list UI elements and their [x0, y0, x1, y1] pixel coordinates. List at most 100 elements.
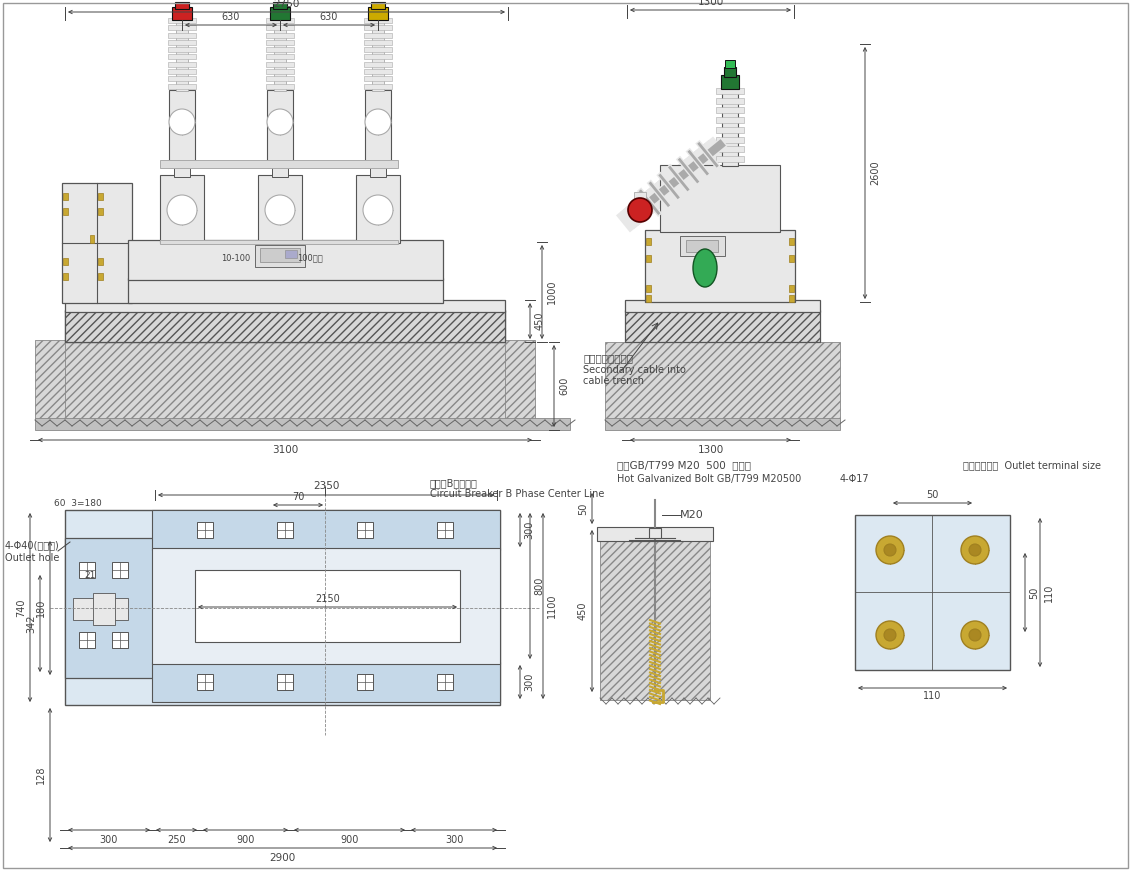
Bar [175, 2, 189, 9]
Bar [258, 175, 302, 243]
Text: 螺栓GB/T799 M20  500  热镀锌: 螺栓GB/T799 M20 500 热镀锌 [618, 460, 751, 470]
Bar [64, 310, 506, 342]
Bar [128, 240, 443, 280]
Bar [671, 157, 701, 188]
Bar [271, 165, 288, 177]
Bar [629, 192, 659, 222]
Circle shape [969, 629, 981, 641]
Bar [152, 662, 500, 702]
Bar [716, 118, 744, 124]
Bar [172, 7, 192, 20]
Bar [368, 7, 388, 20]
Bar [724, 67, 736, 77]
Bar [169, 55, 196, 59]
Bar [646, 238, 651, 245]
Bar [169, 84, 196, 89]
Bar [63, 193, 68, 200]
Bar [254, 245, 305, 267]
Bar [266, 40, 294, 45]
Bar [720, 75, 739, 89]
Ellipse shape [693, 249, 717, 287]
Text: 50: 50 [926, 490, 939, 500]
Bar [176, 18, 188, 91]
Bar [260, 248, 300, 262]
Bar [357, 674, 373, 690]
Text: 450: 450 [535, 312, 545, 330]
Bar [266, 55, 294, 59]
Bar [646, 255, 651, 262]
Text: Circuit Breaker B Phase Center Line: Circuit Breaker B Phase Center Line [430, 489, 604, 499]
Bar [716, 88, 744, 94]
Circle shape [969, 544, 981, 556]
Bar [266, 18, 294, 23]
Bar [789, 255, 794, 262]
Text: 2350: 2350 [313, 481, 339, 491]
Bar [616, 201, 647, 233]
Text: 1300: 1300 [698, 445, 724, 455]
Bar [646, 295, 651, 302]
Bar [277, 522, 293, 538]
Bar [641, 181, 672, 212]
Circle shape [877, 621, 904, 649]
Bar [605, 418, 840, 430]
Bar [625, 310, 820, 342]
Bar [624, 194, 655, 226]
Bar [716, 137, 744, 143]
Bar [435, 340, 535, 420]
Bar [112, 562, 128, 578]
Bar [169, 47, 196, 52]
Bar [605, 342, 840, 422]
Text: 900: 900 [340, 835, 359, 845]
Bar [364, 47, 392, 52]
Bar [159, 160, 398, 168]
Bar [197, 522, 213, 538]
Bar [35, 340, 135, 420]
Text: 100方孔: 100方孔 [297, 253, 322, 262]
Text: 630: 630 [222, 12, 240, 22]
Text: 180: 180 [36, 599, 46, 618]
Bar [152, 548, 500, 664]
Bar [716, 107, 744, 113]
Text: 3100: 3100 [271, 445, 299, 455]
Circle shape [961, 621, 988, 649]
Text: 1000: 1000 [547, 280, 556, 304]
Bar [675, 153, 706, 185]
Bar [634, 192, 646, 210]
Bar [197, 674, 213, 690]
Bar [266, 69, 294, 74]
Text: 2900: 2900 [269, 853, 295, 863]
Bar [266, 84, 294, 89]
Text: 300: 300 [100, 835, 118, 845]
Bar [357, 522, 373, 538]
Bar [716, 146, 744, 152]
Bar [273, 2, 287, 9]
Bar [63, 258, 68, 265]
Bar [285, 250, 297, 258]
Circle shape [267, 109, 293, 135]
Text: 630: 630 [320, 12, 338, 22]
Bar [63, 273, 68, 280]
Bar [152, 510, 500, 550]
Bar [266, 62, 294, 67]
Bar [633, 188, 664, 219]
Bar [90, 235, 94, 243]
Bar [658, 167, 689, 199]
Bar [679, 150, 710, 181]
Text: Hot Galvanized Bolt GB/T799 M20500: Hot Galvanized Bolt GB/T799 M20500 [618, 474, 801, 484]
Text: 2750: 2750 [274, 0, 300, 9]
Circle shape [365, 109, 391, 135]
Bar [620, 198, 651, 229]
Bar [364, 25, 392, 30]
Bar [62, 183, 132, 303]
Bar [646, 178, 676, 208]
Bar [112, 632, 128, 648]
Text: Secondary cable into: Secondary cable into [582, 365, 685, 375]
Text: 740: 740 [16, 598, 26, 617]
Bar [159, 240, 398, 244]
Bar [364, 32, 392, 37]
Text: 10-100: 10-100 [221, 253, 250, 262]
Circle shape [265, 195, 295, 225]
Text: 300: 300 [524, 672, 534, 692]
Bar [855, 515, 1010, 670]
Text: 110: 110 [1044, 584, 1054, 602]
